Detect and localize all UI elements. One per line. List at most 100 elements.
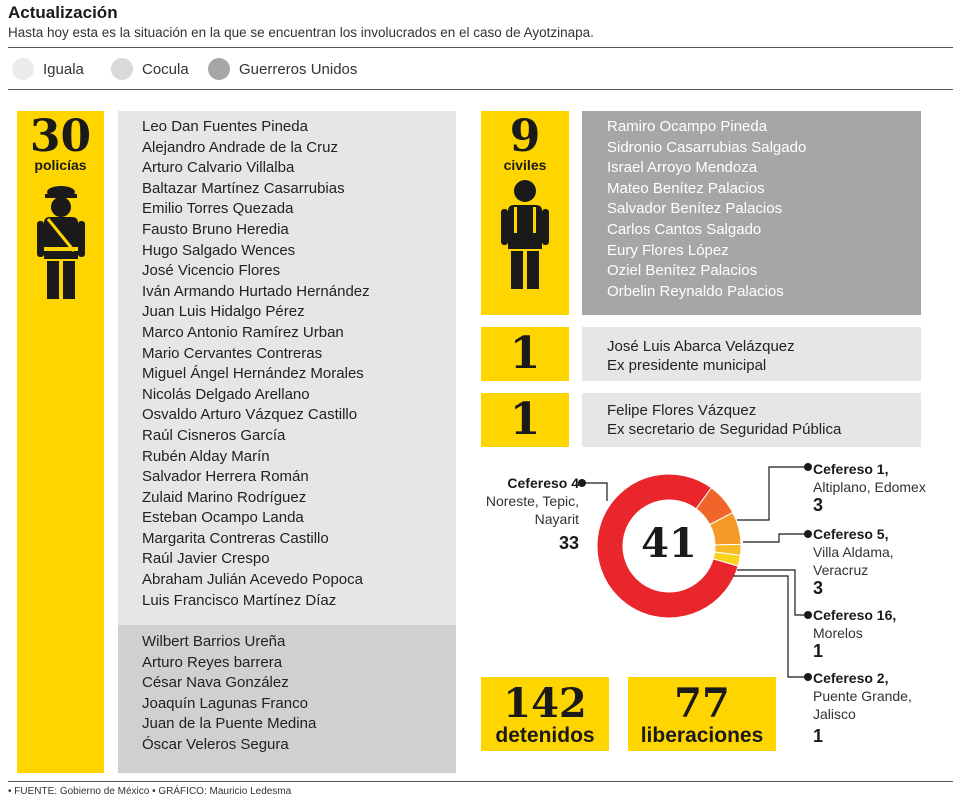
list-item: Alejandro Andrade de la Cruz <box>142 138 338 156</box>
official-2-count: 1 <box>481 393 569 447</box>
cefereso-1-annotation: Cefereso 1, Altiplano, Edomex 3 <box>813 460 953 514</box>
detained-total-label: detenidos <box>495 724 595 747</box>
detained-total-value: 142 <box>503 680 587 727</box>
list-item: Iván Armando Hurtado Hernández <box>142 282 370 300</box>
legend-swatch-iguala <box>12 58 34 80</box>
police-officer-icon <box>36 186 85 299</box>
list-item: Margarita Contreras Castillo <box>142 529 329 547</box>
cefereso-2-name: Cefereso 2, <box>813 670 889 686</box>
police-count: 30 <box>29 111 92 162</box>
list-item: Leo Dan Fuentes Pineda <box>142 118 308 135</box>
official-2-role: Ex secretario de Seguridad Pública <box>607 421 842 438</box>
civilians-count-panel: 9 civiles <box>481 111 569 315</box>
list-item: Osvaldo Arturo Vázquez Castillo <box>142 406 358 424</box>
donut-slice <box>596 473 739 619</box>
official-1-name: José Luis Abarca Velázquez <box>607 338 795 355</box>
cefereso-2-value: 1 <box>813 726 824 746</box>
releases-total-value: 77 <box>674 680 730 727</box>
legend-label: Cocula <box>142 60 189 78</box>
list-item: Eury Flores López <box>607 241 729 259</box>
list-item: Salvador Benítez Palacios <box>607 200 783 218</box>
legend-label: Iguala <box>43 60 84 78</box>
header-divider <box>8 47 953 48</box>
list-item: Abraham Julián Acevedo Popoca <box>142 571 363 589</box>
official-1-count: 1 <box>481 327 569 381</box>
list-item: Marco Antonio Ramírez Urban <box>142 323 344 341</box>
list-item: Mateo Benítez Palacios <box>607 179 765 197</box>
list-item: Fausto Bruno Heredia <box>142 220 289 238</box>
civilians-count: 9 <box>509 111 541 162</box>
iguala-name-list: Leo Dan Fuentes Pineda Alejandro Andrade … <box>118 111 456 611</box>
list-item: Zulaid Marino Rodríguez <box>142 488 307 506</box>
page-subtitle: Hasta hoy esta es la situación en la que… <box>8 25 594 40</box>
list-item: Esteban Ocampo Landa <box>142 509 304 527</box>
list-item: Raúl Javier Crespo <box>142 550 270 568</box>
list-item: Juan de la Puente Medina <box>142 715 317 733</box>
cefereso-4-location: Noreste, Tepic, Nayarit <box>485 493 579 527</box>
cefereso-4-name: Cefereso 4 <box>507 475 579 491</box>
detained-total-panel: 142 detenidos <box>481 677 609 751</box>
police-count-panel: 30 policías <box>17 111 104 773</box>
cefereso-16-name: Cefereso 16, <box>813 607 897 623</box>
list-item: José Vicencio Flores <box>142 262 281 280</box>
official-2-name: Felipe Flores Vázquez <box>607 402 757 419</box>
cefereso-16-location: Morelos <box>813 625 863 641</box>
list-item: Luis Francisco Martínez Díaz <box>142 591 337 609</box>
cefereso-5-annotation: Cefereso 5, Villa Aldama, Veracruz 3 <box>813 525 953 597</box>
page-title: Actualización <box>8 3 118 22</box>
police-cocula-list-panel: Wilbert Barrios Ureña Arturo Reyes barrer… <box>118 625 456 773</box>
official-1-role: Ex presidente municipal <box>607 357 767 374</box>
list-item: Arturo Reyes barrera <box>142 653 283 671</box>
list-item: Óscar Veleros Segura <box>142 735 289 753</box>
list-item: Mario Cervantes Contreras <box>142 344 323 362</box>
list-item: Ramiro Ocampo Pineda <box>607 118 768 135</box>
prison-donut-chart <box>596 473 742 619</box>
list-item: Orbelin Reynaldo Palacios <box>607 282 784 300</box>
releases-total-panel: 77 liberaciones <box>628 677 776 751</box>
legend-item-guerreros-unidos: Guerreros Unidos <box>208 57 357 81</box>
list-item: Juan Luis Hidalgo Pérez <box>142 303 305 321</box>
list-item: Baltazar Martínez Casarrubias <box>142 179 345 197</box>
cefereso-16-annotation: Cefereso 16, Morelos 1 <box>813 606 953 660</box>
list-item: Rubén Alday Marín <box>142 447 270 465</box>
police-iguala-list-panel: Leo Dan Fuentes Pineda Alejandro Andrade … <box>118 111 456 625</box>
list-item: César Nava González <box>142 674 289 692</box>
legend-item-iguala: Iguala <box>12 57 84 81</box>
civilians-list-panel: Ramiro Ocampo Pineda Sidronio Casarrubias… <box>582 111 921 315</box>
civilian-person-icon <box>501 180 549 289</box>
official-2-card: Felipe Flores Vázquez Ex secretario de S… <box>582 393 921 447</box>
legend-swatch-cocula <box>111 58 133 80</box>
legend-item-cocula: Cocula <box>111 57 189 81</box>
list-item: Salvador Herrera Román <box>142 468 309 486</box>
legend-swatch-guerreros-unidos <box>208 58 230 80</box>
cefereso-4-annotation: Cefereso 4 Noreste, Tepic, Nayarit 33 <box>470 474 579 552</box>
list-item: Wilbert Barrios Ureña <box>142 633 286 650</box>
source-credit: • FUENTE: Gobierno de México • GRÁFICO: … <box>8 786 292 797</box>
cefereso-1-value: 3 <box>813 495 824 515</box>
list-item: Raúl Cisneros García <box>142 426 286 444</box>
list-item: Joaquín Lagunas Franco <box>142 694 308 712</box>
cefereso-4-value: 33 <box>558 533 579 553</box>
cefereso-1-name: Cefereso 1, <box>813 461 889 477</box>
police-label: policías <box>34 157 87 173</box>
cefereso-2-location: Puente Grande, Jalisco <box>813 688 912 722</box>
cefereso-5-location: Villa Aldama, Veracruz <box>813 544 894 578</box>
releases-total-label: liberaciones <box>640 724 764 747</box>
leader-lines <box>578 463 812 681</box>
official-1-card: José Luis Abarca Velázquez Ex presidente… <box>582 327 921 381</box>
civilians-name-list: Ramiro Ocampo Pineda Sidronio Casarrubias… <box>582 111 921 302</box>
list-item: Arturo Calvario Villalba <box>142 159 295 177</box>
cefereso-5-name: Cefereso 5, <box>813 526 889 542</box>
donut-total: 41 <box>641 520 697 567</box>
list-item: Hugo Salgado Wences <box>142 241 296 259</box>
list-item: Miguel Ángel Hernández Morales <box>142 365 364 383</box>
list-item: Sidronio Casarrubias Salgado <box>607 138 807 156</box>
legend-label: Guerreros Unidos <box>239 60 358 78</box>
footer-divider <box>8 781 953 782</box>
cefereso-16-value: 1 <box>813 641 824 661</box>
legend-divider <box>8 89 953 90</box>
list-item: Oziel Benítez Palacios <box>607 262 758 280</box>
list-item: Emilio Torres Quezada <box>142 200 294 218</box>
list-item: Carlos Cantos Salgado <box>607 220 762 238</box>
list-item: Israel Arroyo Mendoza <box>607 159 758 177</box>
